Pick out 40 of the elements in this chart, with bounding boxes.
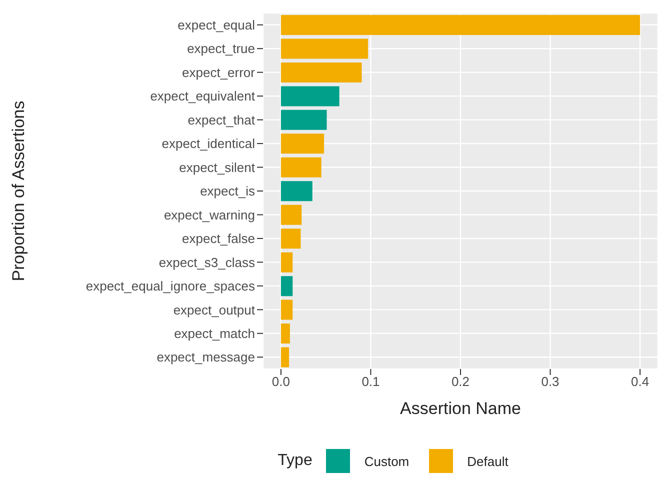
- x-axis-title: Assertion Name: [400, 399, 521, 418]
- bar: [280, 276, 293, 296]
- y-tick-label: expect_true: [187, 41, 255, 56]
- y-tick-label: expect_equivalent: [150, 88, 256, 104]
- x-tick-label: 0.3: [541, 374, 560, 390]
- y-tick-label: expect_silent: [179, 160, 256, 175]
- y-tick-label: expect_output: [173, 302, 256, 318]
- bar: [280, 324, 290, 344]
- y-axis-title: Proportion of Assertions: [9, 100, 28, 282]
- x-tick-label: 0.0: [272, 374, 290, 390]
- bar: [280, 300, 293, 320]
- bar: [280, 181, 312, 202]
- legend-label: Custom: [364, 454, 410, 468]
- y-tick-label: expect_warning: [164, 207, 255, 222]
- y-tick-label: expect_match: [174, 326, 255, 342]
- legend-label: Default: [467, 454, 508, 468]
- y-tick-label: expect_false: [182, 231, 255, 246]
- bar: [280, 62, 362, 82]
- x-tick-label: 0.1: [362, 374, 380, 390]
- x-tick-label: 0.4: [631, 374, 650, 390]
- y-tick-label: expect_error: [182, 64, 256, 80]
- y-tick-label: expect_equal: [178, 17, 256, 32]
- bar: [280, 347, 290, 368]
- bar: [280, 134, 324, 154]
- y-tick-label: expect_is: [200, 184, 256, 199]
- bar: [280, 110, 327, 130]
- bar: [280, 228, 301, 249]
- x-tick-label: 0.2: [451, 374, 470, 390]
- bar: [280, 204, 302, 225]
- bar: [280, 252, 293, 272]
- y-tick-label: expect_s3_class: [158, 254, 256, 270]
- bar: [280, 38, 368, 59]
- y-tick-label: expect_equal_ignore_spaces: [86, 278, 256, 294]
- legend-title: Type: [278, 452, 312, 470]
- bar: [280, 86, 340, 106]
- y-tick-label: expect_that: [188, 112, 256, 128]
- bar: [280, 157, 322, 178]
- y-tick-label: expect_message: [156, 350, 255, 365]
- y-tick-label: expect_identical: [162, 136, 256, 152]
- bar: [280, 15, 640, 35]
